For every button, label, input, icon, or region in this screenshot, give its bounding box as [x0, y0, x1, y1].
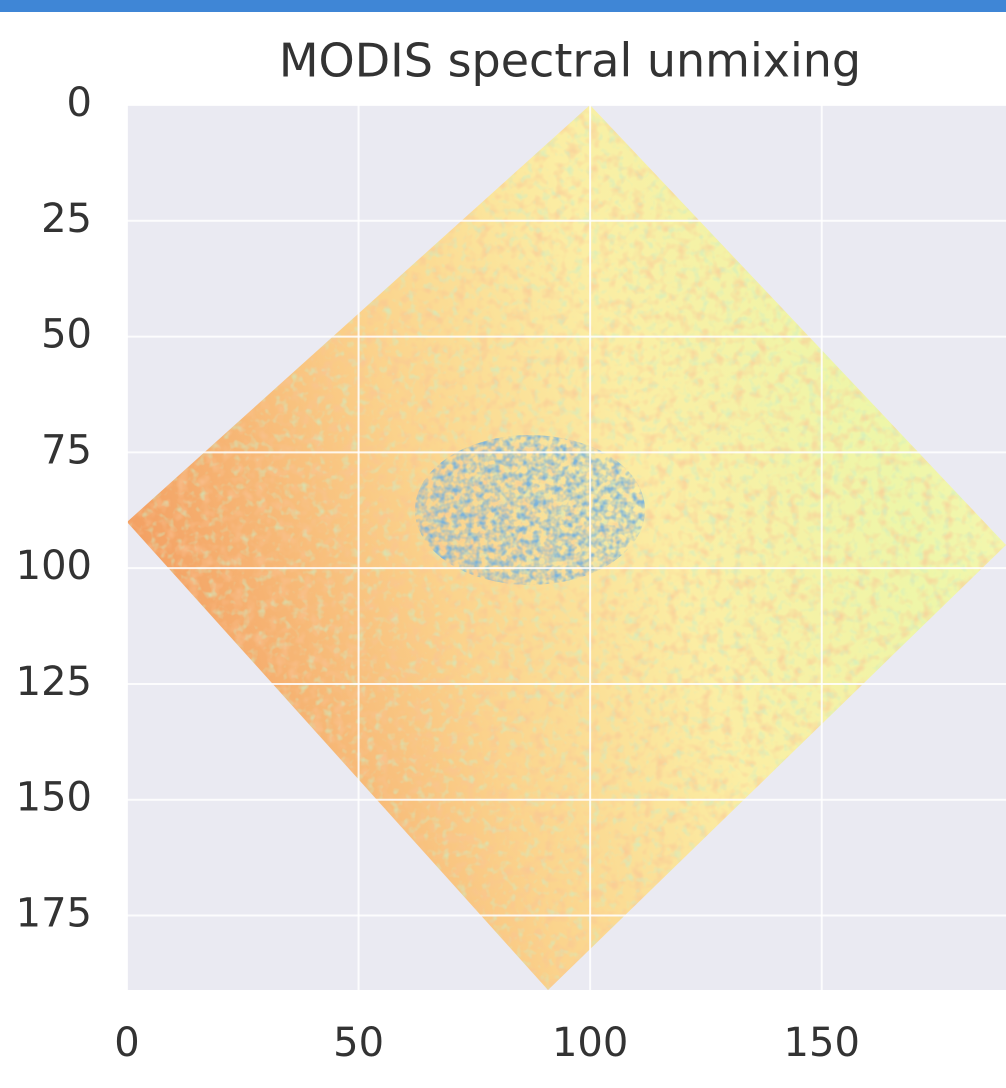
- x-tick-label: 50: [333, 1020, 384, 1066]
- y-tick-label: 0: [67, 80, 92, 126]
- x-tick-label: 100: [552, 1020, 628, 1066]
- chart-title: MODIS spectral unmixing: [279, 34, 861, 88]
- y-tick-label: 150: [16, 775, 92, 821]
- y-tick-label: 100: [16, 543, 92, 589]
- top-bar: [0, 0, 1006, 12]
- y-tick-label: 25: [41, 196, 92, 242]
- x-tick-label: 0: [114, 1020, 139, 1066]
- y-tick-label: 75: [41, 427, 92, 473]
- y-tick-label: 175: [16, 891, 92, 937]
- y-tick-label: 50: [41, 312, 92, 358]
- y-tick-label: 125: [16, 659, 92, 705]
- grid-overlay: [127, 105, 1006, 990]
- x-tick-label: 150: [784, 1020, 860, 1066]
